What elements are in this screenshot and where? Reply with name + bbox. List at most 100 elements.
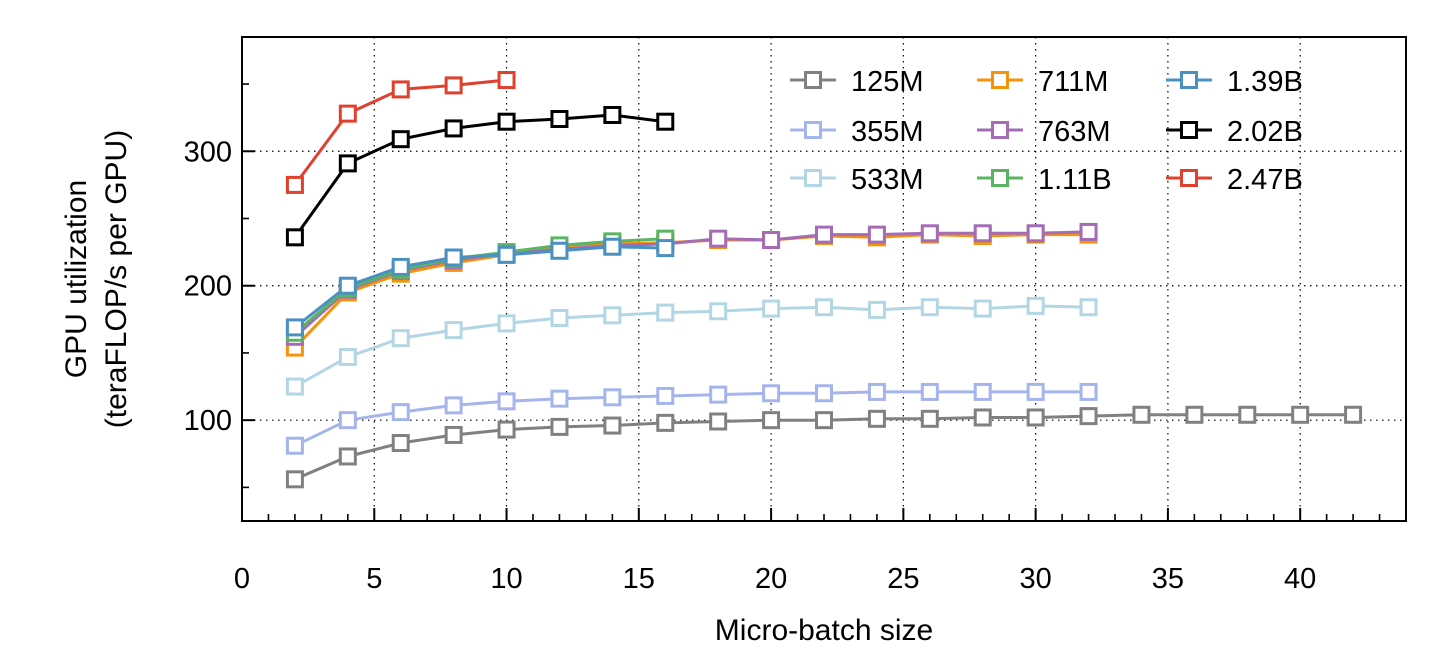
legend-marker	[1180, 121, 1198, 139]
legend-marker	[1180, 169, 1198, 187]
legend-item: 1.11B	[977, 164, 1112, 196]
legend-marker	[991, 71, 1009, 89]
x-tick-label: 35	[1152, 563, 1184, 595]
legend-label: 533M	[851, 164, 924, 196]
data-point	[973, 382, 992, 401]
data-point	[1079, 382, 1098, 401]
data-point	[285, 436, 304, 455]
legend-marker	[1180, 71, 1198, 89]
series-line	[293, 233, 1089, 349]
data-point	[338, 276, 357, 295]
data-point	[920, 224, 939, 243]
data-point	[285, 318, 304, 337]
x-tick-label: 5	[366, 563, 382, 595]
x-tick-label: 25	[887, 563, 919, 595]
data-point	[338, 411, 357, 430]
legend-item: 763M	[977, 116, 1111, 148]
y-axis-title-line: GPU utilization	[60, 180, 93, 378]
axis-ticks	[241, 83, 1407, 521]
data-point	[391, 80, 410, 99]
data-point	[656, 112, 675, 131]
series-line	[294, 304, 1089, 388]
data-point	[497, 245, 516, 264]
data-point	[285, 470, 304, 489]
legend-item: 2.02B	[1166, 116, 1303, 148]
data-point	[867, 300, 886, 319]
plot-frame	[241, 36, 1407, 522]
x-axis: 0 5 10 15 20 25 30 35 40	[234, 563, 1316, 595]
data-point	[338, 347, 357, 366]
data-point	[709, 385, 728, 404]
data-point	[497, 112, 516, 131]
data-point	[1291, 405, 1310, 424]
data-point	[391, 329, 410, 348]
series-355M	[285, 382, 1098, 455]
data-point	[603, 388, 622, 407]
y-axis: 100 200 300	[184, 136, 232, 437]
series-line	[293, 230, 1089, 338]
legend-marker	[991, 169, 1009, 187]
data-point	[815, 298, 833, 317]
data-point	[338, 104, 357, 123]
data-point	[444, 425, 463, 444]
data-point	[338, 154, 357, 173]
data-point	[550, 241, 569, 260]
legend-item: 533M	[790, 164, 924, 196]
data-point	[550, 308, 569, 327]
y-axis-title: GPU utilization (teraFLOP/s per GPU)	[60, 130, 133, 428]
data-point	[815, 411, 833, 430]
data-point	[497, 71, 516, 90]
data-point	[285, 228, 304, 247]
legend-label: 2.47B	[1227, 164, 1303, 196]
data-point	[656, 413, 675, 432]
x-tick-label: 15	[623, 563, 655, 595]
legend-item: 355M	[790, 116, 924, 148]
data-point	[603, 416, 622, 435]
legend-item: 125M	[790, 66, 924, 98]
y-tick-label: 200	[184, 271, 232, 303]
legend-item: 1.39B	[1166, 66, 1303, 98]
data-point	[1079, 407, 1098, 426]
data-point	[603, 105, 622, 124]
data-point	[391, 257, 410, 276]
data-point	[973, 224, 992, 243]
data-point	[444, 76, 463, 95]
x-tick-label: 0	[234, 563, 250, 595]
legend-label: 1.39B	[1227, 66, 1303, 98]
data-point	[656, 303, 675, 322]
series-1.39B	[285, 237, 675, 337]
data-point	[444, 248, 463, 267]
data-point	[444, 396, 463, 415]
data-point	[709, 412, 728, 431]
series-layer	[285, 71, 1363, 489]
series-line	[294, 390, 1089, 448]
data-point	[762, 411, 781, 430]
legend-marker	[804, 121, 822, 139]
legend-label: 1.11B	[1038, 164, 1112, 196]
data-point	[920, 298, 939, 317]
data-point	[920, 382, 939, 401]
data-point	[762, 299, 781, 318]
data-point	[285, 377, 304, 396]
data-point	[1026, 408, 1045, 427]
data-point	[709, 302, 728, 321]
data-point	[867, 225, 886, 244]
series-2.02B	[285, 105, 675, 247]
series-2.47B	[285, 71, 516, 194]
legend-item: 711M	[977, 66, 1108, 98]
series-533M	[285, 296, 1098, 396]
data-point	[497, 420, 516, 439]
x-tick-label: 20	[755, 563, 787, 595]
data-point	[1079, 222, 1098, 241]
data-point	[444, 119, 463, 138]
series-line	[293, 113, 666, 239]
legend: 125M 355M 533M 711M 763M 1.11B 1.39B 2.02B 2.47B	[790, 66, 1303, 196]
legend-marker	[991, 121, 1009, 139]
x-tick-label: 40	[1284, 563, 1316, 595]
legend-label: 763M	[1038, 116, 1111, 148]
data-point	[550, 417, 569, 436]
data-point	[762, 231, 781, 250]
x-tick-label: 30	[1020, 563, 1052, 595]
x-tick-label: 10	[490, 563, 522, 595]
legend-label: 125M	[851, 66, 924, 98]
